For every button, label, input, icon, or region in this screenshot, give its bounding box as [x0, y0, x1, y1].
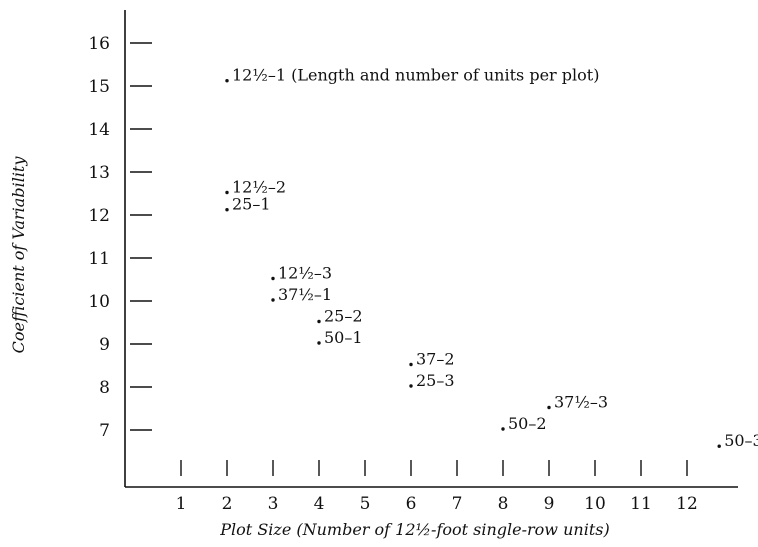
- y-tick-label: 12: [88, 206, 110, 226]
- data-point-label: 37–2: [416, 350, 455, 369]
- data-points: 12½–1 (Length and number of units per pl…: [225, 66, 758, 450]
- data-point-label: 37½–1: [278, 285, 332, 304]
- data-point-label: 37½–3: [554, 393, 608, 412]
- data-point: [409, 362, 413, 367]
- y-tick-label: 15: [88, 77, 110, 97]
- data-point-label: 12½–3: [278, 264, 332, 283]
- data-point-label: 25–2: [324, 307, 363, 326]
- y-tick-label: 13: [88, 163, 110, 183]
- x-tick-label: 1: [176, 494, 187, 514]
- y-tick-label: 9: [99, 335, 110, 355]
- x-tick-label: 8: [498, 494, 509, 514]
- y-tick-label: 11: [88, 249, 110, 269]
- data-point: [271, 298, 275, 302]
- x-axis-title: Plot Size (Number of 12½-foot single-row…: [219, 520, 609, 539]
- data-point-label: 50–2: [508, 414, 547, 433]
- data-point: [225, 208, 229, 212]
- x-tick-label: 7: [452, 494, 463, 514]
- data-point-label: 25–3: [416, 371, 455, 390]
- data-point-label: 12½–1 (Length and number of units per pl…: [232, 66, 599, 85]
- x-tick-label: 12: [676, 494, 698, 514]
- x-tick-label: 6: [406, 494, 417, 514]
- data-point: [409, 384, 413, 388]
- x-tick-label: 4: [314, 494, 325, 514]
- data-point: [717, 444, 721, 448]
- data-point-label: 25–1: [232, 195, 271, 214]
- data-point: [317, 319, 321, 324]
- x-tick-label: 3: [268, 494, 279, 514]
- data-point-label: 12½–2: [232, 178, 286, 197]
- data-point: [317, 341, 321, 345]
- y-ticks: 7 8 9 10 11 12 13 14 15 16: [88, 34, 152, 441]
- x-tick-label: 9: [544, 494, 555, 514]
- data-point-label: 50–3: [724, 431, 758, 450]
- axes: [124, 10, 738, 488]
- y-tick-label: 7: [99, 421, 110, 441]
- y-tick-label: 16: [88, 34, 110, 54]
- y-tick-label: 10: [88, 292, 110, 312]
- x-tick-label: 5: [360, 494, 371, 514]
- data-point: [225, 79, 229, 83]
- y-tick-label: 14: [88, 120, 110, 140]
- y-tick-label: 8: [99, 378, 110, 398]
- x-tick-label: 10: [584, 494, 606, 514]
- x-tick-label: 2: [222, 494, 233, 514]
- x-tick-label: 11: [630, 494, 652, 514]
- data-point: [501, 427, 505, 431]
- data-point: [225, 190, 229, 195]
- data-point: [547, 405, 551, 410]
- data-point: [271, 276, 275, 281]
- y-axis-title: Coefficient of Variability: [9, 156, 28, 354]
- x-ticks: 1 2 3 4 5 6 7 8 9 10 11 12: [176, 460, 698, 514]
- data-point-label: 50–1: [324, 328, 363, 347]
